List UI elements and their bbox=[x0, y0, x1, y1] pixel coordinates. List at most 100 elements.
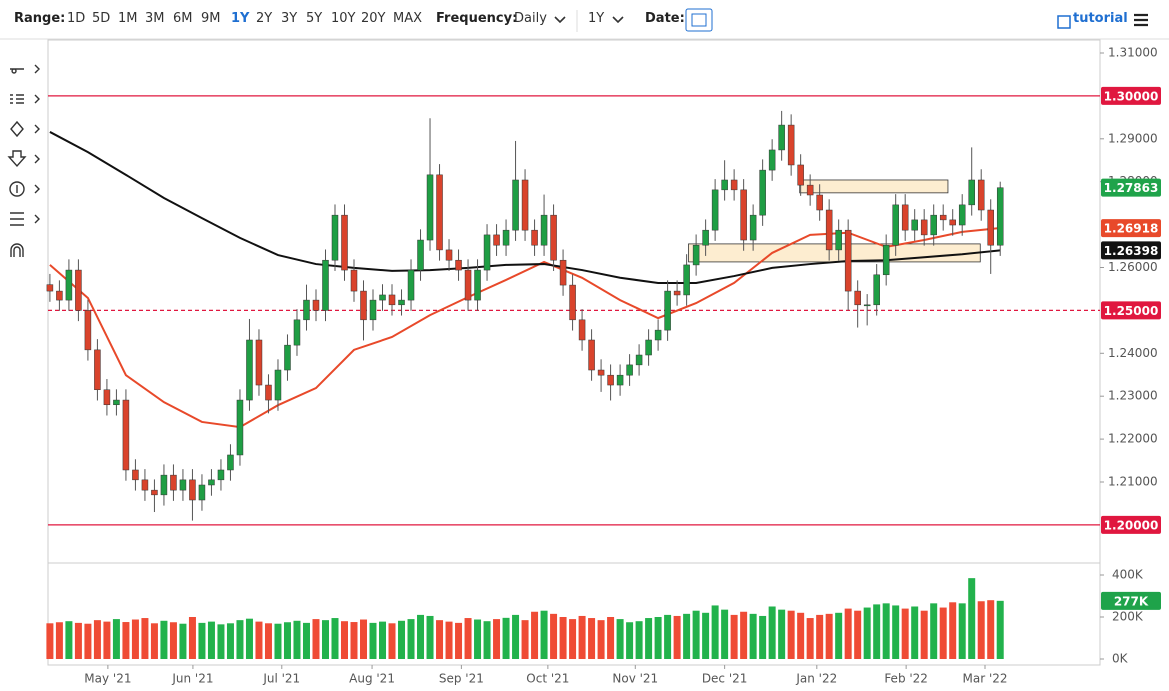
volume-bar bbox=[264, 623, 272, 659]
volume-bar bbox=[540, 610, 548, 659]
volume-bar bbox=[312, 619, 320, 659]
candle-body bbox=[892, 204, 899, 246]
tool-arrow[interactable] bbox=[7, 150, 40, 168]
candle-body bbox=[844, 229, 852, 292]
candle-body bbox=[996, 187, 1004, 246]
candle-body bbox=[635, 354, 643, 366]
x-tick-label: Jun '21 bbox=[171, 672, 213, 686]
y-tick-label: 1.29000 bbox=[1108, 131, 1158, 145]
tool-count-mark bbox=[16, 184, 40, 194]
volume-bar bbox=[350, 622, 358, 659]
level-box bbox=[1101, 86, 1161, 105]
candle-body bbox=[521, 179, 529, 231]
volume-bar bbox=[930, 603, 938, 659]
candle-body bbox=[493, 234, 500, 246]
range-button[interactable]: 2Y bbox=[256, 11, 273, 26]
candle-body bbox=[75, 269, 82, 311]
range-label: Range: bbox=[14, 11, 66, 26]
range-button[interactable]: 9M bbox=[201, 11, 221, 26]
volume-bar bbox=[977, 601, 985, 659]
candle-body bbox=[246, 339, 253, 401]
candle-body bbox=[645, 339, 652, 356]
volume-bar bbox=[816, 614, 824, 659]
period-select[interactable]: 1Y bbox=[588, 11, 605, 26]
level-box-label: 1.25000 bbox=[1104, 304, 1159, 318]
volume-bar bbox=[417, 614, 425, 659]
candle-body bbox=[94, 349, 101, 391]
volume-bar bbox=[255, 621, 263, 659]
volume-bar bbox=[911, 606, 919, 659]
volume-bar bbox=[226, 623, 234, 659]
candle-body bbox=[778, 124, 785, 151]
volume-bar bbox=[474, 619, 482, 659]
candle-body bbox=[949, 219, 956, 226]
range-button[interactable]: 1D bbox=[67, 11, 86, 26]
candle-body bbox=[664, 290, 671, 331]
volume-bar bbox=[683, 613, 691, 659]
tutorial-icon bbox=[1057, 15, 1071, 29]
candle-body bbox=[958, 204, 966, 226]
candle-body bbox=[284, 344, 291, 371]
volume-bar bbox=[787, 610, 795, 659]
range-button[interactable]: 5D bbox=[92, 11, 111, 26]
range-button[interactable]: 1Y bbox=[231, 11, 250, 26]
tool-pattern[interactable] bbox=[10, 212, 40, 226]
candle-body bbox=[303, 299, 310, 321]
candle-body bbox=[749, 214, 757, 241]
range-button[interactable]: MAX bbox=[393, 11, 423, 26]
tool-line[interactable] bbox=[10, 64, 40, 74]
candle-body bbox=[930, 214, 937, 236]
tool-fib[interactable] bbox=[10, 94, 40, 104]
candle-body bbox=[730, 179, 738, 191]
y-tick-label: 1.26000 bbox=[1108, 260, 1158, 274]
candle-body bbox=[702, 229, 709, 246]
candle-body bbox=[768, 149, 776, 171]
tool-count[interactable] bbox=[9, 181, 25, 197]
dropdown-chevron[interactable] bbox=[554, 16, 624, 24]
range-button[interactable]: 3M bbox=[145, 11, 165, 26]
volume-bar bbox=[236, 620, 244, 659]
candle-body bbox=[787, 124, 795, 166]
candle-body bbox=[464, 269, 472, 301]
frequency-select[interactable]: Daily bbox=[514, 11, 547, 26]
volume-bar bbox=[112, 619, 120, 659]
candle-body bbox=[179, 479, 187, 491]
range-button[interactable]: 20Y bbox=[361, 11, 386, 26]
candle-body bbox=[797, 164, 804, 186]
range-button[interactable]: 6M bbox=[173, 11, 193, 26]
candle-body bbox=[407, 269, 415, 301]
date-picker[interactable] bbox=[685, 8, 713, 32]
volume-bar bbox=[531, 611, 539, 659]
tool-shape[interactable] bbox=[10, 120, 40, 138]
range-button[interactable]: 1M bbox=[118, 11, 138, 26]
volume-bar bbox=[321, 620, 329, 659]
x-tick-label: Jan '22 bbox=[795, 672, 837, 686]
candle-body bbox=[65, 269, 73, 301]
volume-bar bbox=[949, 602, 957, 659]
volume-bar bbox=[379, 621, 387, 659]
volume-bar bbox=[55, 622, 63, 659]
volume-bar bbox=[635, 621, 643, 659]
x-tick-label: Dec '21 bbox=[702, 672, 748, 686]
menu-button[interactable] bbox=[1134, 13, 1148, 27]
volume-bar bbox=[141, 618, 149, 659]
tool-magnet[interactable] bbox=[10, 243, 24, 257]
range-button[interactable]: 5Y bbox=[306, 11, 323, 26]
volume-tick-label: 200K bbox=[1112, 609, 1144, 623]
candle-body bbox=[388, 294, 396, 306]
tutorial-link[interactable]: tutorial bbox=[1073, 11, 1128, 26]
candle-body bbox=[436, 174, 443, 251]
range-button[interactable]: 3Y bbox=[281, 11, 298, 26]
volume-bar bbox=[958, 603, 966, 659]
x-tick-label: May '21 bbox=[84, 672, 131, 686]
range-button[interactable]: 10Y bbox=[331, 11, 356, 26]
candle-body bbox=[559, 259, 567, 286]
volume-marker bbox=[1101, 591, 1161, 610]
volume-bar bbox=[664, 614, 672, 659]
x-tick-label: Sep '21 bbox=[439, 672, 484, 686]
volume-bar bbox=[217, 624, 225, 659]
volume-bar bbox=[169, 622, 177, 659]
candle-body bbox=[721, 179, 728, 191]
